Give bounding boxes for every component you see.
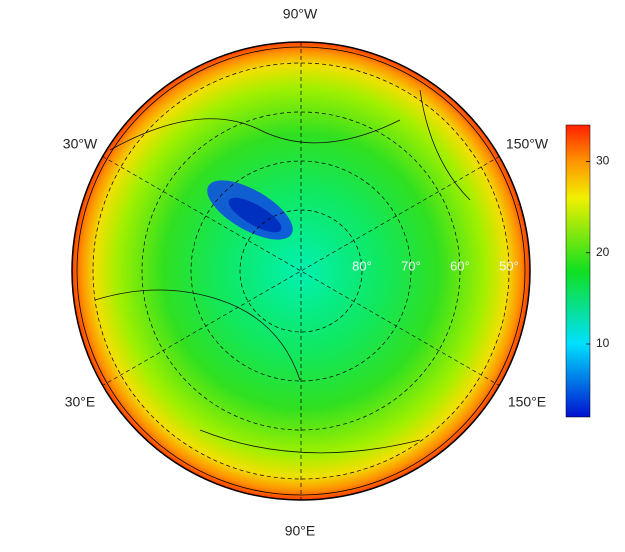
- meridian: [102, 156, 500, 386]
- latitude-label: 70°: [401, 258, 421, 273]
- colorbar-tick-label: 30: [596, 154, 610, 168]
- meridian: [102, 156, 500, 386]
- field-fill: [72, 42, 530, 500]
- colorbar: [565, 124, 591, 418]
- longitude-label: 150°W: [506, 136, 549, 152]
- colorbar-tick-label: 20: [596, 245, 610, 259]
- latitude-label: 60°: [450, 258, 470, 273]
- low-region-core: [228, 197, 282, 233]
- longitude-label: 150°E: [508, 394, 546, 410]
- coastline: [94, 89, 471, 454]
- latitude-circle: [190, 160, 412, 382]
- latitude-circle: [92, 62, 510, 480]
- longitude-label: 30°W: [63, 136, 98, 152]
- latitude-circle: [141, 111, 461, 431]
- latitude-circle: [239, 209, 363, 333]
- latitude-label: 50°: [499, 258, 519, 273]
- map-inner-border: [76, 46, 526, 496]
- longitude-label: 90°W: [283, 6, 318, 22]
- latitude-label: 80°: [352, 258, 372, 273]
- field: [72, 42, 530, 500]
- longitude-label: 30°E: [65, 394, 96, 410]
- longitude-label: 90°E: [285, 523, 316, 539]
- colorbar-tick-label: 10: [596, 336, 610, 350]
